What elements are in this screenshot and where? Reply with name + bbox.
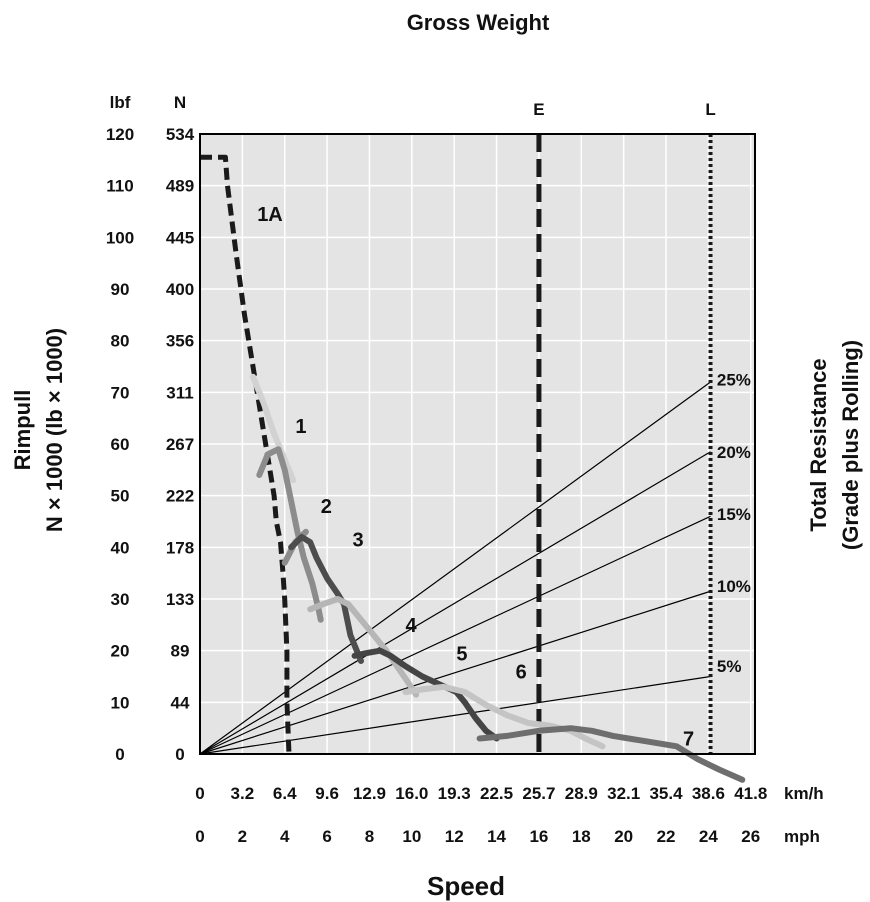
y-tick-n: 534: [166, 125, 195, 144]
curve-label: 2: [321, 496, 332, 518]
y-tick-lbf: 100: [106, 228, 134, 247]
x-tick-kmh: 28.9: [565, 784, 598, 803]
resistance-line: [199, 451, 711, 755]
y-tick-lbf: 60: [111, 435, 130, 454]
curve-label: 1A: [257, 204, 283, 226]
plot-frame: [199, 133, 756, 755]
rimpull-curve: [288, 534, 364, 664]
x-tick-mph: 22: [657, 827, 676, 846]
y-tick-n: 0: [175, 745, 184, 764]
y-tick-lbf: 70: [111, 383, 130, 402]
y2-axis-label-line1: Total Resistance: [806, 358, 831, 531]
x-tick-mph: 2: [238, 827, 247, 846]
x-unit-mph: mph: [784, 827, 820, 846]
y-tick-n: 89: [171, 642, 190, 661]
x-tick-kmh: 38.6: [692, 784, 725, 803]
x-tick-kmh: 35.4: [649, 784, 683, 803]
x-tick-kmh: 19.3: [438, 784, 471, 803]
rimpull-curve: [351, 647, 500, 742]
x-tick-mph: 16: [529, 827, 548, 846]
resistance-line: [199, 675, 711, 755]
x-tick-mph: 12: [445, 827, 464, 846]
resistance-label: 10%: [717, 577, 751, 596]
x-tick-mph: 20: [614, 827, 633, 846]
y-tick-lbf: 30: [111, 590, 130, 609]
x-tick-mph: 14: [487, 827, 506, 846]
x-tick-mph: 8: [365, 827, 374, 846]
y-unit-n: N: [174, 93, 186, 112]
rimpull-curve: [476, 725, 746, 783]
x-tick-kmh: 25.7: [522, 784, 555, 803]
y-tick-n: 44: [171, 693, 190, 712]
x-tick-kmh: 3.2: [231, 784, 255, 803]
y-tick-lbf: 40: [111, 538, 130, 557]
x-unit-kmh: km/h: [784, 784, 824, 803]
resistance-label: 20%: [717, 443, 751, 462]
resistance-label: 5%: [717, 657, 742, 676]
y-axis-label-line2: N × 1000 (lb × 1000): [42, 328, 67, 532]
y-tick-lbf: 90: [111, 280, 130, 299]
y-tick-n: 178: [166, 538, 194, 557]
y-tick-lbf: 20: [111, 642, 130, 661]
x-tick-mph: 4: [280, 827, 290, 846]
rimpull-curves: [200, 154, 746, 783]
x-tick-kmh: 9.6: [315, 784, 339, 803]
y-unit-lbf: lbf: [110, 93, 131, 112]
x-tick-mph: 24: [699, 827, 718, 846]
y2-axis-label-line2: (Grade plus Rolling): [838, 340, 863, 550]
x-tick-kmh: 16.0: [395, 784, 428, 803]
x-tick-mph: 18: [572, 827, 591, 846]
y-tick-lbf: 120: [106, 125, 134, 144]
y-tick-lbf: 110: [106, 177, 133, 196]
curve-label: 5: [456, 643, 467, 665]
resistance-label: 15%: [717, 505, 751, 524]
resistance-line: [199, 590, 711, 755]
y-tick-n: 445: [166, 228, 194, 247]
y-axis-ticks: 0 0 10 44 20 89 30 133 40 178 50 222 60 267 70 311 80 356…: [106, 125, 195, 764]
vertical-marker-label: E: [533, 100, 544, 119]
y-tick-n: 311: [166, 383, 193, 402]
y-tick-lbf: 50: [111, 487, 130, 506]
x-tick-mph: 10: [402, 827, 421, 846]
x-tick-kmh: 32.1: [607, 784, 640, 803]
y-tick-n: 133: [166, 590, 194, 609]
y-tick-n: 267: [166, 435, 194, 454]
curve-label: 6: [516, 661, 527, 683]
curve-label: 4: [405, 615, 417, 637]
rimpull-curve: [307, 596, 420, 698]
x-axis-ticks: 0 0 3.2 2 6.4 4 9.6 6 12.9 8 16.0 10 19.3 12 22.5 14 25.…: [195, 784, 767, 846]
rimpull-curve: [402, 683, 606, 750]
x-tick-kmh: 22.5: [480, 784, 513, 803]
y-tick-n: 356: [166, 332, 194, 351]
rimpull-curve: [200, 154, 292, 755]
x-tick-kmh: 41.8: [734, 784, 767, 803]
curve-label: 7: [683, 729, 694, 751]
y-tick-n: 400: [166, 280, 194, 299]
rimpull-curve: [256, 446, 324, 623]
x-tick-mph: 6: [322, 827, 331, 846]
rimpull-curve: [250, 373, 297, 484]
y-tick-n: 489: [166, 177, 194, 196]
curve-label: 3: [353, 530, 364, 552]
x-tick-mph: 26: [741, 827, 760, 846]
y-tick-n: 222: [166, 487, 194, 506]
resistance-labels: 25% 20% 15% 10% 5%: [717, 370, 751, 676]
curve-label: 1: [295, 416, 306, 438]
vertical-marker-label: L: [705, 100, 715, 119]
x-axis-label: Speed: [427, 871, 505, 901]
resistance-label: 25%: [717, 370, 751, 389]
y-tick-lbf: 80: [111, 332, 130, 351]
y-axis-label-line1: Rimpull: [10, 390, 35, 471]
x-tick-kmh: 6.4: [273, 784, 297, 803]
chart-title: Gross Weight: [407, 10, 550, 35]
y-tick-lbf: 10: [111, 693, 130, 712]
x-tick-kmh: 12.9: [353, 784, 386, 803]
x-tick-kmh: 0: [195, 784, 204, 803]
vertical-markers: [536, 134, 713, 754]
x-tick-mph: 0: [195, 827, 204, 846]
y-tick-lbf: 0: [115, 745, 124, 764]
